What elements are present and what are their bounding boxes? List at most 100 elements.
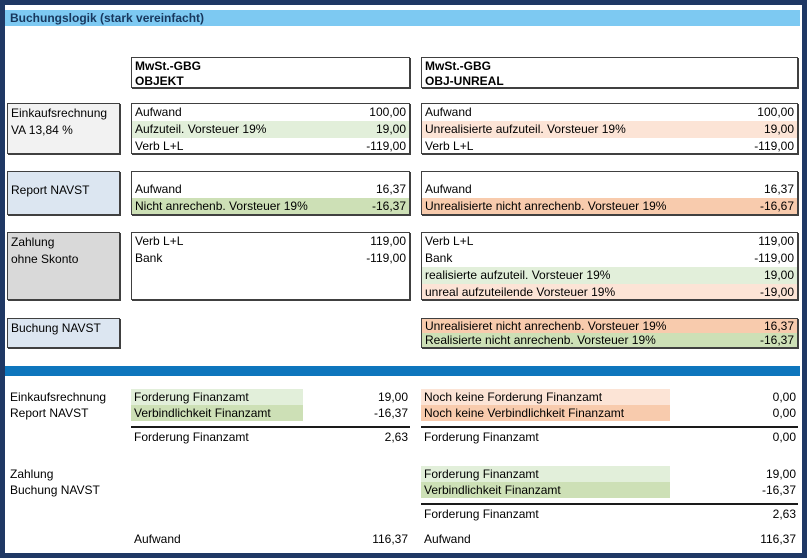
label-line: VA 13,84 %	[11, 123, 73, 137]
row-label: Forderung Finanzamt	[424, 507, 539, 521]
ledger-row: Aufwand 16,37	[132, 181, 409, 198]
ledger-row: Verb L+L -119,00	[422, 138, 797, 153]
row-value: 116,37	[760, 532, 796, 546]
row-value: 19,00	[763, 122, 794, 136]
ledger-box-zahlung-unreal: Verb L+L 119,00 Bank -119,00 realisierte a…	[421, 232, 798, 300]
ledger-box-buchung-navst-unreal: Unrealisieret nicht anrechenb. Vorsteuer…	[421, 318, 798, 348]
row-label: Forderung Finanzamt	[134, 430, 249, 444]
summary-row: Forderung Finanzamt 19,00	[131, 389, 410, 405]
total-separator	[131, 426, 410, 428]
row-value: 100,00	[369, 105, 406, 119]
row-value: -119,00	[366, 251, 406, 265]
block-label-einkaufsrechnung: Einkaufsrechnung VA 13,84 %	[7, 103, 120, 154]
ledger-box-report-navst-objekt: Aufwand 16,37 Nicht anrechenb. Vorsteuer …	[131, 171, 410, 215]
ledger-row: unreal aufzuteilende Vorsteuer 19% -19,00	[422, 284, 797, 299]
column-header-line2: OBJEKT	[135, 74, 184, 88]
summary-side-label: Report NAVST	[10, 406, 89, 420]
row-value: 16,37	[763, 182, 794, 196]
row-value: -16,67	[759, 199, 794, 213]
column-header-obj-unreal: MwSt.-GBG OBJ-UNREAL	[421, 57, 798, 88]
row-label: Verb L+L	[425, 139, 474, 153]
grand-total-row: Aufwand 116,37	[421, 531, 798, 547]
summary-row: Noch keine Verbindlichkeit Finanzamt 0,0…	[421, 405, 798, 421]
summary-total-row: Forderung Finanzamt 2,63	[421, 506, 798, 522]
ledger-row: realisierte aufzuteil. Vorsteuer 19% 19,0…	[422, 267, 797, 284]
row-label: Forderung Finanzamt	[131, 389, 303, 405]
row-label: Aufzuteil. Vorsteuer 19%	[135, 122, 267, 136]
row-label: Bank	[425, 251, 453, 265]
ledger-row: Aufwand 16,37	[422, 181, 797, 198]
row-label: realisierte aufzuteil. Vorsteuer 19%	[425, 268, 611, 282]
row-value: -16,37	[761, 483, 796, 497]
row-value: -119,00	[366, 139, 406, 153]
row-label: Bank	[135, 251, 163, 265]
total-separator	[421, 426, 798, 428]
row-value: 0,00	[772, 406, 796, 420]
label-line: Zahlung	[11, 235, 55, 249]
ledger-row: Aufwand 100,00	[422, 104, 797, 121]
label-line: Buchung NAVST	[11, 321, 101, 335]
row-label: Verbindlichkeit Finanzamt	[421, 482, 670, 498]
summary-row: Forderung Finanzamt 19,00	[421, 466, 798, 482]
total-separator	[421, 503, 798, 505]
row-label: Nicht anrechenb. Vorsteuer 19%	[135, 199, 308, 213]
ledger-box-zahlung-objekt: Verb L+L 119,00 Bank -119,00	[131, 232, 410, 300]
block-label-zahlung: Zahlung ohne Skonto	[7, 232, 120, 300]
row-value: 19,00	[763, 268, 794, 282]
ledger-box-report-navst-unreal: Aufwand 16,37 Unrealisierte nicht anreche…	[421, 171, 798, 215]
row-value: -16,37	[371, 199, 406, 213]
row-value: 2,63	[384, 430, 408, 444]
ledger-row: Unrealisierte aufzuteil. Vorsteuer 19% 19…	[422, 121, 797, 138]
row-value: 19,00	[765, 467, 796, 481]
row-value: 16,37	[375, 182, 406, 196]
ledger-row: Nicht anrechenb. Vorsteuer 19% -16,37	[132, 198, 409, 214]
row-label: Aufwand	[134, 532, 181, 546]
row-label: Verb L+L	[135, 139, 184, 153]
row-value: 19,00	[375, 122, 406, 136]
ledger-row: Unrealisierte nicht anrechenb. Vorsteuer…	[422, 198, 797, 214]
row-label: Aufwand	[424, 532, 471, 546]
summary-side-label: Zahlung	[10, 467, 54, 481]
row-label: Noch keine Forderung Finanzamt	[421, 389, 670, 405]
row-value: 16,37	[763, 319, 794, 333]
row-value: -19,00	[759, 285, 794, 299]
label-line: Report NAVST	[11, 183, 90, 197]
block-label-report-navst: Report NAVST	[7, 171, 120, 215]
label-line: Einkaufsrechnung	[11, 106, 108, 120]
column-header-line1: MwSt.-GBG	[135, 59, 201, 73]
label-line: ohne Skonto	[11, 252, 79, 266]
row-value: 19,00	[377, 390, 408, 404]
column-header-line2: OBJ-UNREAL	[425, 74, 504, 88]
ledger-row: Verb L+L 119,00	[422, 233, 797, 250]
summary-total-row: Forderung Finanzamt 0,00	[421, 429, 798, 445]
ledger-row: Verb L+L -119,00	[132, 138, 409, 153]
summary-row: Noch keine Forderung Finanzamt 0,00	[421, 389, 798, 405]
row-value: 2,63	[772, 507, 796, 521]
row-value: 119,00	[758, 234, 794, 248]
row-label: Noch keine Verbindlichkeit Finanzamt	[421, 405, 670, 421]
row-label: Forderung Finanzamt	[424, 430, 539, 444]
row-value: 0,00	[772, 430, 796, 444]
row-label: Verb L+L	[425, 234, 474, 248]
row-value: 100,00	[757, 105, 794, 119]
row-label: Unrealisierte nicht anrechenb. Vorsteuer…	[425, 199, 667, 213]
ledger-box-einkaufsrechnung-objekt: Aufwand 100,00 Aufzuteil. Vorsteuer 19% 19…	[131, 103, 410, 154]
row-value: -119,00	[754, 139, 794, 153]
row-label: Verb L+L	[135, 234, 184, 248]
summary-row: Verbindlichkeit Finanzamt -16,37	[421, 482, 798, 498]
row-value: 119,00	[370, 234, 406, 248]
summary-total-row: Forderung Finanzamt 2,63	[131, 429, 410, 445]
column-header-line1: MwSt.-GBG	[425, 59, 491, 73]
section-divider-bar	[5, 366, 800, 376]
row-label: Aufwand	[425, 182, 472, 196]
row-value: -16,37	[373, 406, 408, 420]
column-header-objekt: MwSt.-GBG OBJEKT	[131, 57, 410, 88]
row-label: Aufwand	[135, 105, 182, 119]
row-label: Forderung Finanzamt	[421, 466, 670, 482]
row-label: Realisierte nicht anrechenb. Vorsteuer 1…	[425, 333, 656, 347]
summary-side-label: Einkaufsrechnung	[10, 390, 107, 404]
ledger-row: Bank -119,00	[132, 250, 409, 267]
row-label: Unrealisierte aufzuteil. Vorsteuer 19%	[425, 122, 626, 136]
row-label: Aufwand	[425, 105, 472, 119]
